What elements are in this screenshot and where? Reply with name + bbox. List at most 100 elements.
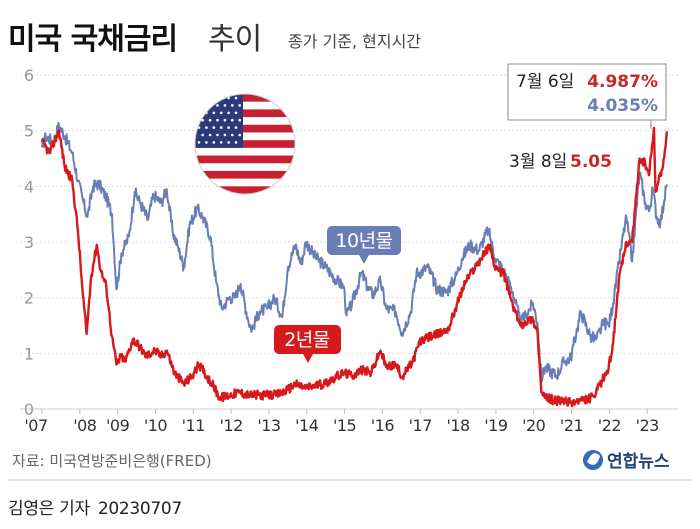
flag-star <box>212 141 216 144</box>
flag-star <box>205 126 208 129</box>
flag-star <box>197 96 201 100</box>
svg-text:7월 6일: 7월 6일 <box>516 72 574 92</box>
svg-text:4.035%: 4.035% <box>587 96 658 116</box>
flag-star <box>201 133 204 137</box>
x-tick-label: '17 <box>409 416 432 435</box>
x-tick-label: '08 <box>73 416 97 435</box>
y-tick-label: 6 <box>24 66 34 85</box>
x-tick-label: '14 <box>295 416 319 435</box>
y-tick-label: 1 <box>24 344 34 363</box>
flag-star <box>231 118 234 122</box>
flag-star <box>219 111 223 115</box>
flag-stripe <box>195 178 295 187</box>
two-year-label: 2년물 <box>274 325 341 363</box>
flag-star <box>227 126 230 129</box>
flag-star <box>234 141 238 144</box>
svg-text:2년물: 2년물 <box>284 329 330 351</box>
y-tick-label: 5 <box>24 122 34 141</box>
flag-star <box>208 104 212 107</box>
peak-annotation: 3월 8일 5.05 <box>509 152 612 172</box>
flag-star <box>219 126 223 129</box>
flag-stripe <box>195 155 295 164</box>
x-tick-label: '13 <box>257 416 280 435</box>
flag-stripe <box>195 170 295 180</box>
chart-title-suffix: 추이 <box>208 22 261 57</box>
flag-stripe <box>195 109 295 118</box>
flag-star <box>238 133 241 137</box>
flag-star <box>212 126 216 129</box>
flag-star <box>219 141 223 144</box>
x-tick-label: '19 <box>484 416 508 435</box>
flag-star <box>219 96 223 100</box>
x-tick-label: '20 <box>522 416 546 435</box>
flag-star <box>212 111 216 115</box>
svg-text:4.987%: 4.987% <box>587 72 658 92</box>
x-tick-label: '15 <box>333 416 356 435</box>
flag-stripe <box>195 186 295 194</box>
svg-text:3월 8일: 3월 8일 <box>509 152 567 172</box>
chart-subtitle: 종가 기준, 현지시간 <box>288 32 421 51</box>
x-tick-label: '07 <box>24 416 47 435</box>
flag-star <box>227 141 230 144</box>
flag-stripe <box>195 163 295 172</box>
yonhap-logo: 연합뉴스 <box>583 450 670 472</box>
x-tick-label: '23 <box>636 416 659 435</box>
chart-title: 미국 국채금리 <box>8 22 177 57</box>
flag-star <box>205 96 208 100</box>
flag-stripe <box>195 117 295 126</box>
x-tick-label: '18 <box>446 416 470 435</box>
x-tick-label: '10 <box>144 416 168 435</box>
y-axis: 0 1 2 3 4 5 6 <box>24 66 34 419</box>
flag-star <box>208 118 212 122</box>
y-tick-label: 0 <box>24 400 34 419</box>
x-axis: '07 '08 '09 '10 '11 '12 '13 '14 '15 '16 '17 '18 '19 '… <box>24 409 659 435</box>
x-tick-label: '11 <box>182 416 205 435</box>
publish-date: 20230707 <box>97 499 182 519</box>
reporter-name: 김영은 기자 <box>8 499 90 519</box>
flag-stripe <box>195 124 295 133</box>
flag-star <box>234 96 238 100</box>
y-tick-label: 4 <box>24 177 34 196</box>
flag-star <box>223 118 227 122</box>
flag-star <box>201 104 204 107</box>
flag-star <box>238 118 241 122</box>
ten-year-label: 10년물 <box>327 226 401 264</box>
flag-star <box>201 118 204 122</box>
flag-star <box>234 126 238 129</box>
flag-stripe <box>195 147 295 157</box>
flag-star <box>231 133 234 137</box>
us-flag-icon <box>194 93 296 195</box>
byline: 김영은 기자 20230707 <box>8 494 182 519</box>
flag-star <box>216 133 219 137</box>
two-year-line <box>40 126 669 408</box>
flag-star <box>227 111 230 115</box>
flag-stripe <box>195 94 295 103</box>
flag-star <box>223 104 227 107</box>
ten-year-line <box>41 121 668 383</box>
grid <box>20 74 678 410</box>
flag-star <box>216 118 219 122</box>
x-tick-label: '12 <box>219 416 242 435</box>
x-tick-label: '21 <box>560 416 583 435</box>
svg-text:10년물: 10년물 <box>335 230 392 252</box>
flag-star <box>212 96 216 100</box>
y-tick-label: 3 <box>24 233 34 252</box>
flag-star <box>238 104 241 107</box>
flag-star <box>216 104 219 107</box>
flag-stripe <box>195 101 295 110</box>
flag-star <box>205 141 208 144</box>
latest-value-annotation: 7월 6일 4.987% 4.035% <box>507 63 667 129</box>
svg-text:연합뉴스: 연합뉴스 <box>607 451 670 472</box>
y-tick-label: 2 <box>24 289 34 308</box>
svg-text:5.05: 5.05 <box>570 152 612 172</box>
x-tick-label: '09 <box>106 416 130 435</box>
x-tick-label: '22 <box>598 416 621 435</box>
flag-stripe <box>195 140 295 149</box>
flag-star <box>208 133 212 137</box>
flag-star <box>223 133 227 137</box>
flag-star <box>231 104 234 107</box>
flag-star <box>197 111 201 115</box>
flag-star <box>197 141 201 144</box>
x-tick-label: '16 <box>371 416 395 435</box>
